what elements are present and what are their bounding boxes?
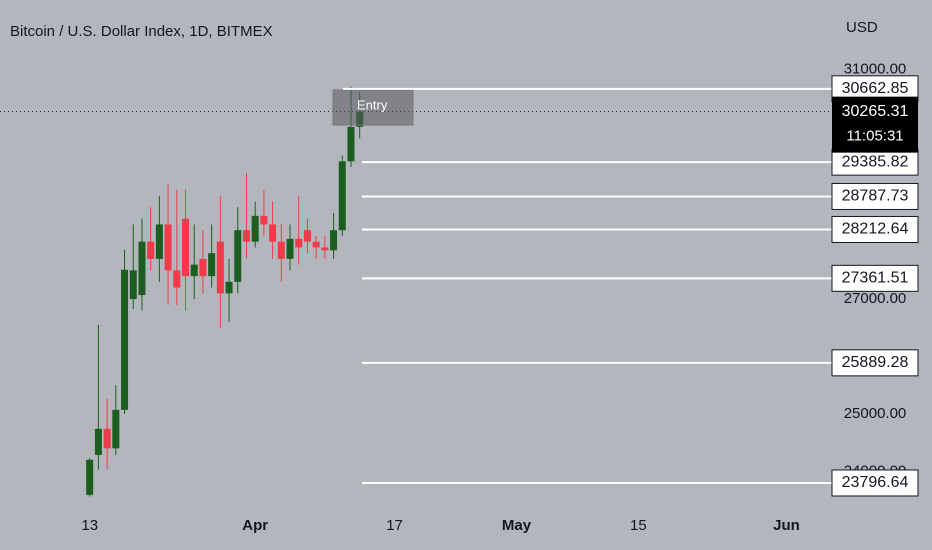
annotation-label: Entry (357, 97, 388, 112)
x-tick-label: Apr (242, 517, 268, 534)
level-label-box (831, 148, 919, 176)
level-label-box (831, 469, 919, 497)
candle-body (199, 258, 207, 277)
candle-body (121, 269, 129, 410)
candle-body (321, 247, 329, 251)
candle-body (269, 224, 277, 242)
x-tick-label: Jun (773, 517, 800, 534)
candle-body (103, 428, 111, 449)
current-price-label: 30265.31 (842, 103, 909, 120)
x-tick-label: May (502, 517, 532, 534)
candle-body (295, 238, 303, 248)
level-label: 25889.28 (842, 354, 909, 371)
candle-body (338, 161, 346, 231)
level-label: 27361.51 (842, 270, 909, 287)
candle-body (330, 230, 338, 251)
level-label: 29385.82 (842, 153, 909, 170)
level-label: 28787.73 (842, 188, 909, 205)
candle-body (164, 224, 172, 271)
candle-body (112, 409, 120, 449)
x-tick-label: 13 (81, 517, 98, 534)
candle-body (155, 224, 163, 259)
candle-body (242, 230, 250, 242)
candle-body (182, 218, 190, 277)
candle-body (86, 459, 94, 495)
candle-body (312, 241, 320, 248)
level-label-box (831, 215, 919, 243)
candle-body (173, 270, 181, 288)
level-label: 23796.64 (842, 474, 909, 491)
annotation-box (332, 89, 414, 126)
x-tick-label: 17 (386, 517, 403, 534)
candle-body (147, 241, 155, 259)
candle-body (277, 241, 285, 259)
candle-body (225, 281, 233, 294)
y-tick-label: 31000.00 (844, 60, 907, 77)
candle-body (251, 215, 259, 242)
level-label: 28212.64 (842, 221, 909, 238)
axis-label: USD (846, 19, 878, 36)
candle-body (303, 230, 311, 242)
x-tick-label: 15 (630, 517, 647, 534)
countdown-label: 11:05:31 (846, 128, 903, 145)
chart-title: Bitcoin / U.S. Dollar Index, 1D, BITMEX (10, 23, 273, 40)
level-label-box (831, 182, 919, 210)
candle-body (234, 230, 242, 282)
candle-body (216, 241, 224, 294)
candle-body (94, 428, 102, 455)
candle-body (129, 270, 137, 300)
level-label-box (831, 349, 919, 377)
candle-body (138, 241, 146, 296)
current-price-box (832, 96, 918, 153)
y-tick-label: 25000.00 (844, 405, 907, 422)
y-tick-label: 27000.00 (844, 290, 907, 307)
candle-body (347, 126, 355, 162)
candle-body (286, 238, 294, 259)
candle-body (260, 215, 268, 225)
candle-body (190, 264, 198, 277)
level-label-box (831, 264, 919, 292)
level-label: 30662.85 (842, 80, 909, 97)
candle-body (208, 253, 216, 277)
